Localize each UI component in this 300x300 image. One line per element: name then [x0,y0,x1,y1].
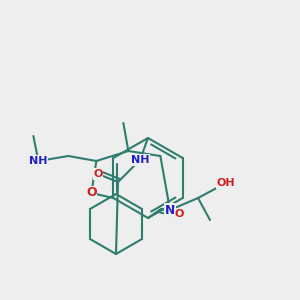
Text: OH: OH [217,178,235,188]
Text: NH: NH [29,156,48,166]
Text: O: O [86,187,97,200]
Text: O: O [93,169,103,179]
Text: NH: NH [131,155,149,165]
Text: O: O [174,209,184,219]
Text: N: N [165,203,175,217]
